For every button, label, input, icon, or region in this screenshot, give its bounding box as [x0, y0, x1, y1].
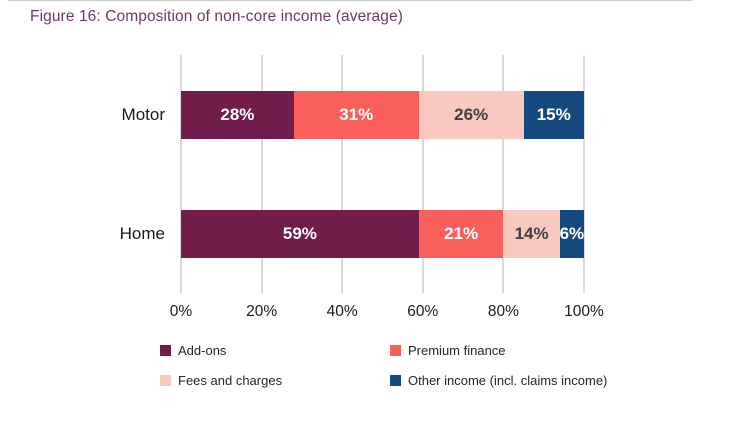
gridline — [260, 55, 263, 293]
legend-item: Add-ons — [160, 342, 227, 358]
legend-label: Other income (incl. claims income) — [408, 372, 608, 388]
gridline — [583, 55, 585, 293]
segment-value-label: 59% — [282, 223, 317, 243]
legend-label: Add-ons — [178, 342, 227, 358]
bar-motor: 28% 31% 26% 15% — [181, 90, 584, 139]
segment-value-label: 14% — [514, 223, 549, 243]
legend-swatch-icon — [390, 344, 401, 356]
bar-segment: 59% — [181, 209, 419, 258]
segment-value-label: 21% — [444, 223, 479, 243]
bar-segment: 28% — [181, 90, 294, 139]
bar-segment: 15% — [523, 90, 584, 139]
bar-segment: 21% — [418, 209, 504, 258]
x-axis-tick-label: 60% — [407, 303, 439, 320]
gridline — [180, 55, 182, 293]
gridline — [341, 55, 344, 293]
segment-value-label: 28% — [220, 104, 255, 124]
legend-swatch-icon — [160, 374, 171, 386]
legend-swatch-icon — [160, 344, 171, 356]
top-divider-line — [8, 0, 692, 1]
segment-value-label: 6% — [559, 223, 585, 243]
bar-home: 59% 21% 14% 6% — [181, 209, 585, 258]
x-axis-tick-label: 80% — [487, 303, 519, 320]
legend-swatch-icon — [390, 374, 401, 386]
legend-item: Premium finance — [390, 342, 506, 358]
figure-title: Figure 16: Composition of non-core incom… — [30, 8, 403, 25]
segment-value-label: 31% — [339, 104, 374, 124]
gridline — [502, 55, 505, 293]
legend-item: Other income (incl. claims income) — [390, 372, 608, 388]
x-axis-tick-label: 40% — [326, 303, 358, 320]
x-axis-tick-label: 20% — [246, 303, 278, 320]
bar-segment: 6% — [559, 209, 585, 258]
segment-value-label: 26% — [454, 104, 489, 124]
legend-label: Premium finance — [408, 342, 506, 358]
gridline — [421, 55, 424, 293]
bar-segment: 14% — [503, 209, 560, 258]
segment-value-label: 15% — [536, 104, 571, 124]
legend-item: Fees and charges — [160, 372, 283, 388]
x-axis-tick-label: 100% — [564, 303, 604, 320]
bar-segment: 26% — [418, 90, 524, 139]
x-axis-tick-label: 0% — [169, 303, 193, 320]
bar-segment: 31% — [293, 90, 419, 139]
plot-area: 28% 31% 26% 15% 59% 21% 14% 6% — [180, 55, 585, 293]
legend-label: Fees and charges — [178, 372, 283, 388]
category-label-motor: Motor — [121, 104, 165, 124]
category-label-home: Home — [119, 223, 165, 243]
